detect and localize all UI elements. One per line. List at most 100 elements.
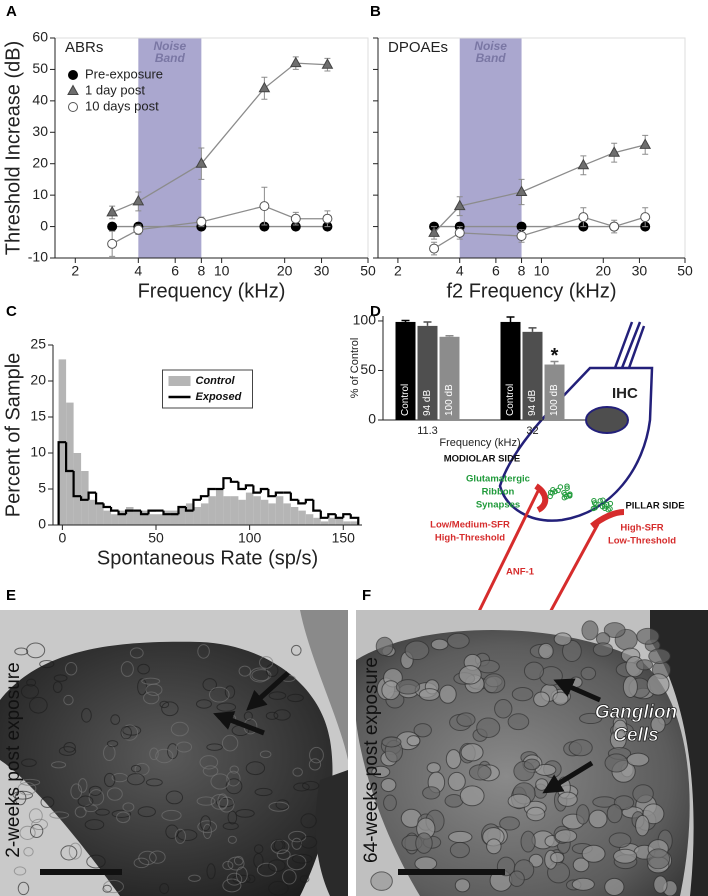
bar [417, 325, 438, 420]
texture-cell [126, 773, 145, 786]
hist-bar [245, 492, 254, 525]
texture-cell [486, 838, 502, 855]
marker [639, 138, 652, 149]
texture-cell [165, 790, 184, 805]
tissue [650, 610, 708, 896]
tissue [300, 610, 348, 760]
texture-cell [646, 673, 670, 696]
hist-step [274, 491, 284, 497]
marker [107, 238, 118, 249]
texture-cell [557, 791, 578, 807]
texture-cell [116, 811, 131, 824]
texture-cell [430, 638, 449, 651]
marker [454, 227, 465, 238]
texture-cell [141, 677, 161, 685]
hair-cell [498, 366, 654, 522]
texture-cell [129, 647, 144, 659]
band-label: Band [155, 51, 186, 65]
texture-cell [137, 678, 148, 696]
texture-cell [571, 877, 595, 891]
hist-step [267, 489, 276, 498]
arrow [542, 760, 594, 794]
x-axis-label: Spontaneous Rate (sp/s) [97, 547, 318, 569]
texture-cell [460, 743, 484, 762]
marker [516, 231, 527, 241]
hist-bar [81, 471, 89, 525]
texture-cell [95, 808, 110, 816]
hist-bar [156, 514, 164, 525]
hist-bar [350, 521, 359, 525]
texture-cell [170, 721, 189, 737]
x-tick-label: 2 [394, 263, 402, 279]
texture-cell [650, 716, 666, 734]
arrow [553, 678, 602, 703]
texture-cell [449, 841, 470, 859]
texture-cell [632, 784, 654, 804]
texture-cell [243, 711, 253, 721]
texture-cell [446, 632, 470, 649]
texture-cell [604, 877, 625, 896]
hist-bar [103, 510, 112, 525]
hist-bar [163, 510, 171, 525]
series-line [433, 216, 646, 250]
legend-label: 10 days post [85, 98, 159, 113]
texture-cell [648, 648, 671, 664]
texture-cell [581, 620, 599, 641]
hist-bar [178, 507, 186, 525]
band-label: Band [476, 51, 507, 65]
hist-step [87, 491, 97, 500]
marker [428, 226, 440, 237]
texture-cell [84, 819, 105, 831]
texture-cell [245, 761, 266, 776]
y-axis-label: Threshold Increase (dB) [2, 41, 24, 256]
hist-step [237, 481, 246, 491]
hist-bar [185, 503, 194, 525]
legend-label: 1 day post [85, 82, 145, 97]
texture-cell [52, 681, 63, 694]
texture-cell [375, 636, 394, 657]
texture-cell [613, 848, 638, 864]
texture-cell [293, 782, 310, 792]
texture-cell [604, 753, 629, 773]
texture-cell [235, 808, 255, 818]
texture-cell [499, 816, 520, 831]
y-tick-label: 50 [32, 60, 48, 76]
synapse-label: Synapses [476, 500, 520, 511]
texture-cell [110, 714, 121, 725]
texture-cell [456, 712, 476, 727]
hist-step [109, 507, 119, 512]
texture-cell [70, 783, 83, 800]
texture-cell [406, 735, 421, 747]
fiber-label: High-Threshold [435, 533, 505, 544]
fiber-label: ANF-1 [506, 567, 535, 578]
marker [290, 213, 301, 224]
y-tick-label: 20 [32, 154, 48, 170]
texture-cell [612, 719, 628, 740]
texture-cell [275, 799, 290, 810]
texture-cell [229, 765, 239, 774]
x-tick-label: 100 [238, 530, 262, 546]
band-label: Noise [474, 39, 507, 53]
hist-step [342, 513, 351, 518]
texture-cell [103, 772, 116, 788]
texture-cell [299, 875, 310, 884]
texture-cell [395, 679, 421, 695]
hist-bar [73, 453, 82, 525]
texture-cell [29, 696, 48, 714]
x-tick-label: 8 [518, 263, 526, 279]
texture-cell [17, 781, 37, 796]
hist-bar [238, 499, 246, 525]
texture-cell [202, 765, 219, 777]
texture-cell [29, 824, 44, 838]
texture-cell [635, 814, 650, 837]
legend-box [162, 369, 253, 409]
hist-step [304, 498, 314, 504]
hist-bar [118, 510, 127, 525]
texture-cell [226, 770, 241, 787]
hist-bar [148, 514, 156, 525]
texture-cell [19, 825, 36, 840]
arrow [246, 671, 290, 711]
texture-cell [282, 869, 297, 885]
hist-bar [170, 510, 179, 525]
